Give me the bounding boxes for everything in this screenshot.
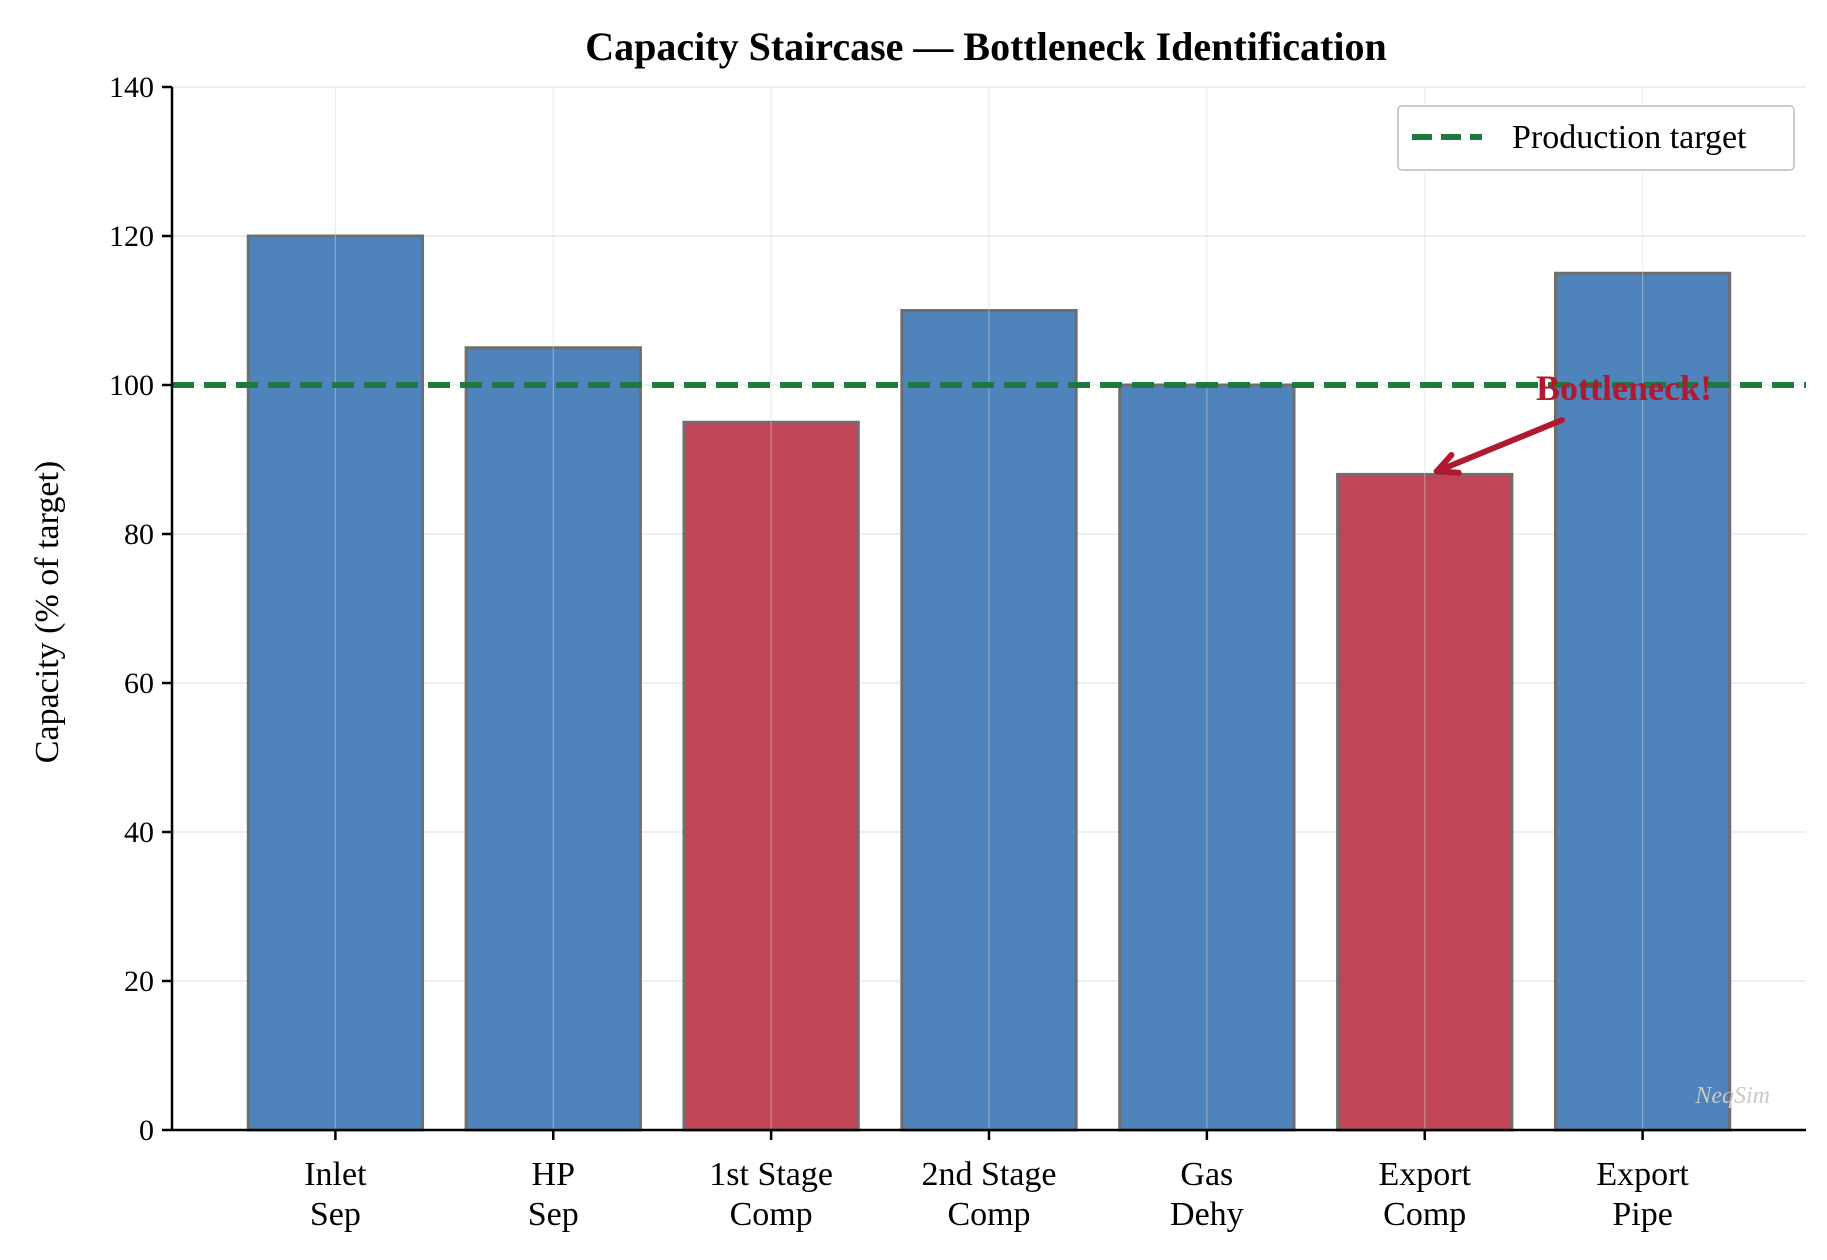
annotation-text: Bottleneck! — [1536, 368, 1712, 408]
bar-3 — [900, 309, 1078, 1132]
x-tick-label-6-line-0: Export — [1596, 1156, 1689, 1193]
y-tick-label-2: 40 — [124, 816, 154, 849]
bar-5 — [1336, 472, 1514, 1132]
y-tick-label-1: 20 — [124, 965, 154, 998]
legend-entry-production-target: Production target — [1512, 119, 1747, 156]
watermark-text: NeqSim — [1694, 1083, 1770, 1109]
chart-title: Capacity Staircase — Bottleneck Identifi… — [585, 24, 1386, 69]
x-tick-label-3-line-1: Comp — [947, 1196, 1030, 1233]
y-tick-label-0: 0 — [139, 1114, 154, 1147]
x-tick-label-0-line-0: Inlet — [304, 1156, 367, 1193]
x-tick-label-0-line-1: Sep — [310, 1196, 361, 1233]
y-axis-label: Capacity (% of target) — [29, 461, 66, 763]
bar-2 — [682, 420, 860, 1132]
legend-box — [1397, 105, 1795, 171]
x-tick-label-1-line-0: HP — [532, 1156, 575, 1193]
x-tick-label-1-line-1: Sep — [528, 1196, 579, 1233]
x-tick-label-5-line-0: Export — [1378, 1156, 1471, 1193]
annotation-arrowhead — [1433, 452, 1462, 476]
y-ticks-group: 0 20 40 60 80 100 120 140 — [109, 71, 172, 1147]
x-tick-label-4-line-0: Gas — [1180, 1156, 1233, 1193]
x-tick-label-4-line-1: Dehy — [1170, 1196, 1244, 1233]
legend: Production target — [1397, 105, 1795, 171]
x-tick-label-2-line-1: Comp — [730, 1196, 813, 1233]
annotation-arrow — [1433, 417, 1565, 475]
x-tick-label-5-line-1: Comp — [1383, 1196, 1466, 1233]
bars-group — [246, 234, 1732, 1132]
y-tick-label-3: 60 — [124, 667, 154, 700]
bottleneck-annotation: Bottleneck! — [1433, 368, 1712, 476]
x-tick-label-2-line-0: 1st Stage — [709, 1156, 833, 1193]
y-tick-label-4: 80 — [124, 518, 154, 551]
y-tick-label-6: 120 — [109, 220, 154, 253]
x-tick-label-3-line-0: 2nd Stage — [921, 1156, 1056, 1193]
y-tick-label-7: 140 — [109, 71, 154, 104]
bar-4 — [1118, 383, 1296, 1132]
bar-1 — [464, 346, 642, 1132]
y-tick-label-5: 100 — [109, 369, 154, 402]
bar-6 — [1553, 271, 1732, 1132]
x-tick-label-6-line-1: Pipe — [1612, 1196, 1672, 1233]
